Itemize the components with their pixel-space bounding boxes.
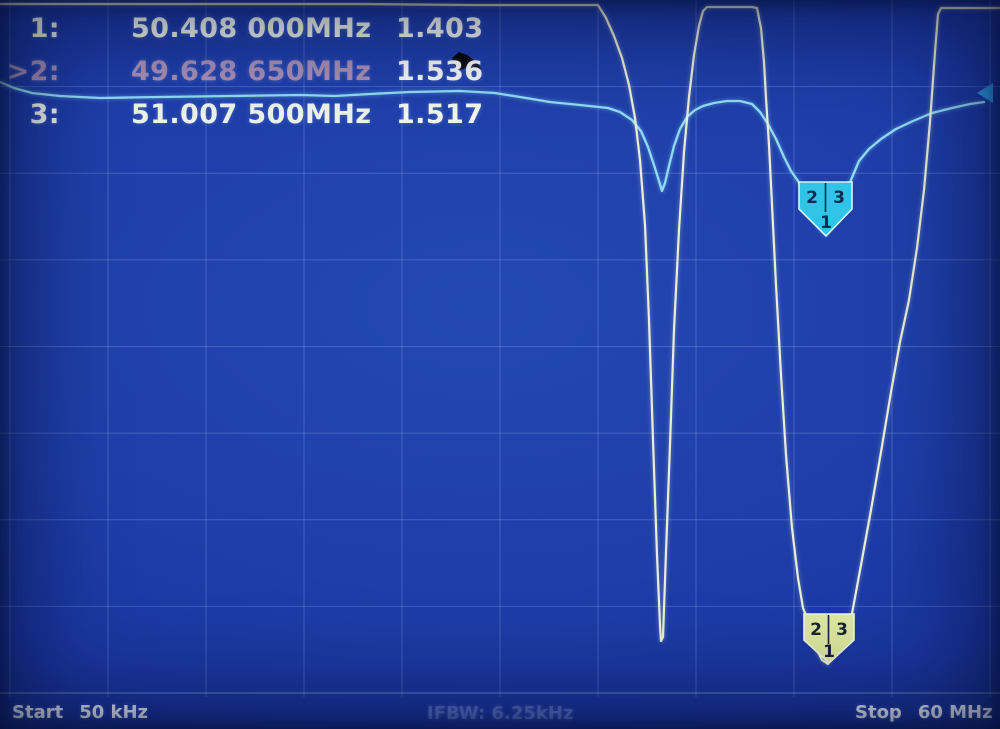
ch1-swr-trace [0, 2, 1000, 666]
marker-readout-row-2-active[interactable]: >2: 49.628 650MHz 1.536 [0, 56, 483, 99]
start-frequency-field[interactable]: Start 50 kHz [12, 702, 148, 723]
marker-label: 3: [29, 99, 60, 130]
trace-ref-marker[interactable] [977, 83, 993, 103]
marker-readout: 1: 50.408 000MHz 1.403 >2: 49.628 650MHz… [0, 13, 483, 142]
ifbw-readout: IFBW: 6.25kHz [427, 703, 574, 724]
flag-digit: 2 [810, 620, 822, 640]
flag-digit: 3 [833, 188, 845, 208]
marker-label: >2: [6, 56, 60, 87]
start-label: Start [12, 702, 64, 723]
marker-flag-ch0[interactable]: 2 31 [798, 181, 853, 238]
stop-label: Stop [855, 702, 902, 723]
overlay-shapes [452, 52, 993, 103]
marker-swr-value: 1.517 [396, 99, 484, 130]
marker-frequency: 51.007 500MHz [131, 99, 372, 130]
marker-frequency: 49.628 650MHz [131, 56, 372, 87]
marker-swr-value: 1.403 [396, 13, 484, 44]
marker-frequency: 50.408 000MHz [131, 13, 372, 44]
flag-digit: 1 [820, 213, 832, 233]
flag-digit: 2 [806, 188, 818, 208]
marker-flag-ch1[interactable]: 2 31 [803, 613, 855, 665]
touch-cursor [452, 52, 482, 70]
stop-value: 60 MHz [917, 702, 993, 723]
marker-flags: 2 312 31 [798, 181, 855, 665]
flag-digit: 3 [836, 620, 848, 640]
graticule [0, 0, 1000, 697]
marker-swr-value: 1.536 [396, 56, 484, 87]
status-bar: Start 50 kHz IFBW: 6.25kHz Stop 60 MHz [0, 699, 1000, 729]
start-value: 50 kHz [79, 702, 149, 723]
marker-readout-row-3[interactable]: 3: 51.007 500MHz 1.517 [0, 99, 483, 142]
stop-frequency-field[interactable]: Stop 60 MHz [855, 702, 993, 723]
marker-label: 1: [29, 13, 60, 44]
flag-digit: 1 [823, 642, 835, 662]
marker-readout-row-1[interactable]: 1: 50.408 000MHz 1.403 [0, 13, 483, 56]
